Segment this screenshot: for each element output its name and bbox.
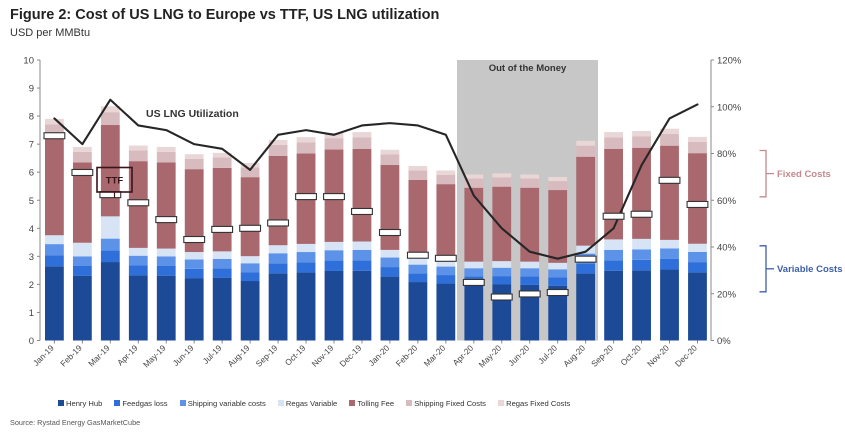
svg-text:Fixed Costs: Fixed Costs (777, 169, 831, 180)
svg-text:TTF: TTF (106, 176, 124, 187)
svg-text:US LNG Utilization: US LNG Utilization (146, 108, 239, 120)
svg-text:Variable Costs: Variable Costs (777, 264, 842, 275)
